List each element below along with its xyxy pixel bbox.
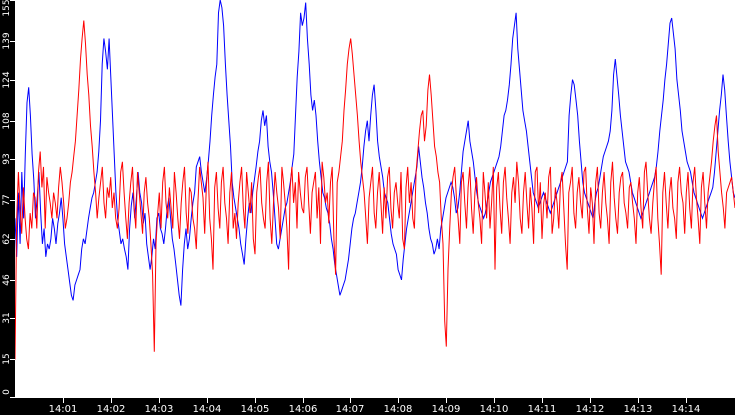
y-tick-mark [10, 41, 15, 42]
y-tick-mark [10, 121, 15, 122]
y-tick-label: 108 [2, 112, 12, 130]
y-tick-mark [10, 159, 15, 160]
line-chart [15, 0, 735, 360]
x-tick-label: 14:07 [335, 404, 365, 415]
y-tick-label: 124 [2, 71, 12, 89]
x-tick-label: 14:02 [96, 404, 126, 415]
x-tick-mark [255, 398, 256, 403]
y-tick-label: 62 [2, 233, 12, 245]
x-tick-label: 14:06 [288, 404, 318, 415]
x-tick-mark [638, 398, 639, 403]
x-tick-mark [63, 398, 64, 403]
x-tick-label: 14:05 [240, 404, 270, 415]
x-tick-mark [111, 398, 112, 403]
series-blue-line [15, 0, 735, 306]
y-tick-mark [10, 239, 15, 240]
y-tick-mark [10, 0, 15, 1]
x-tick-label: 14:11 [527, 404, 557, 415]
x-tick-label: 14:04 [192, 404, 222, 415]
y-tick-label: 31 [2, 312, 12, 324]
x-tick-mark [350, 398, 351, 403]
x-tick-mark [494, 398, 495, 403]
x-tick-mark [542, 398, 543, 403]
x-tick-label: 14:13 [623, 404, 653, 415]
x-axis [0, 398, 735, 415]
y-tick-mark [10, 318, 15, 319]
y-tick-label: 15 [2, 353, 12, 365]
y-tick-label: 139 [2, 32, 12, 50]
x-tick-label: 14:09 [431, 404, 461, 415]
x-tick-mark [590, 398, 591, 403]
y-axis [0, 0, 15, 415]
y-tick-label: 0 [2, 389, 12, 395]
y-tick-mark [10, 80, 15, 81]
x-tick-label: 14:12 [575, 404, 605, 415]
x-tick-mark [686, 398, 687, 403]
y-tick-mark [10, 397, 15, 398]
y-tick-label: 155 [2, 0, 12, 17]
y-tick-label: 77 [2, 194, 12, 206]
x-tick-mark [303, 398, 304, 403]
x-tick-label: 14:14 [671, 404, 701, 415]
x-tick-mark [398, 398, 399, 403]
y-tick-mark [10, 200, 15, 201]
x-tick-mark [159, 398, 160, 403]
x-tick-label: 14:10 [479, 404, 509, 415]
x-tick-label: 14:08 [383, 404, 413, 415]
x-tick-mark [446, 398, 447, 403]
x-tick-label: 14:01 [48, 404, 78, 415]
plot-area [15, 0, 735, 398]
x-tick-mark [207, 398, 208, 403]
y-tick-mark [10, 359, 15, 360]
series-red-line [15, 20, 735, 360]
y-tick-mark [10, 280, 15, 281]
y-tick-label: 93 [2, 153, 12, 165]
x-tick-label: 14:03 [144, 404, 174, 415]
y-tick-label: 46 [2, 274, 12, 286]
